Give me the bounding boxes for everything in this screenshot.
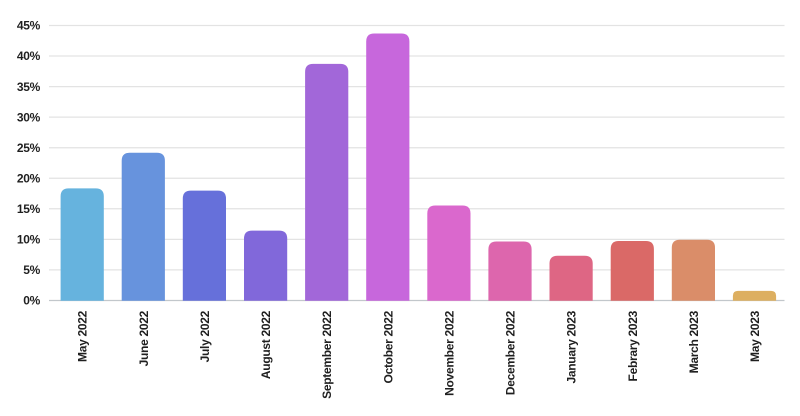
- svg-text:30%: 30%: [17, 110, 41, 124]
- svg-text:20%: 20%: [17, 172, 41, 186]
- svg-text:December 2022: December 2022: [504, 310, 518, 395]
- svg-text:May 2023: May 2023: [748, 310, 762, 362]
- svg-text:May 2022: May 2022: [76, 310, 90, 362]
- svg-text:40%: 40%: [17, 49, 41, 63]
- svg-text:45%: 45%: [17, 19, 41, 33]
- svg-text:0%: 0%: [23, 294, 40, 308]
- svg-text:September 2022: September 2022: [320, 310, 334, 398]
- svg-text:25%: 25%: [17, 141, 41, 155]
- svg-text:15%: 15%: [17, 202, 41, 216]
- svg-text:Febrary 2023: Febrary 2023: [626, 310, 640, 381]
- svg-text:August 2022: August 2022: [259, 310, 273, 379]
- svg-text:March 2023: March 2023: [687, 310, 701, 373]
- svg-text:June 2022: June 2022: [137, 310, 151, 366]
- svg-text:November 2022: November 2022: [442, 310, 456, 395]
- svg-text:35%: 35%: [17, 80, 41, 94]
- svg-text:July 2022: July 2022: [198, 310, 212, 362]
- svg-text:5%: 5%: [23, 263, 40, 277]
- svg-text:10%: 10%: [17, 233, 41, 247]
- svg-text:January 2023: January 2023: [565, 310, 579, 383]
- svg-text:October 2022: October 2022: [381, 310, 395, 383]
